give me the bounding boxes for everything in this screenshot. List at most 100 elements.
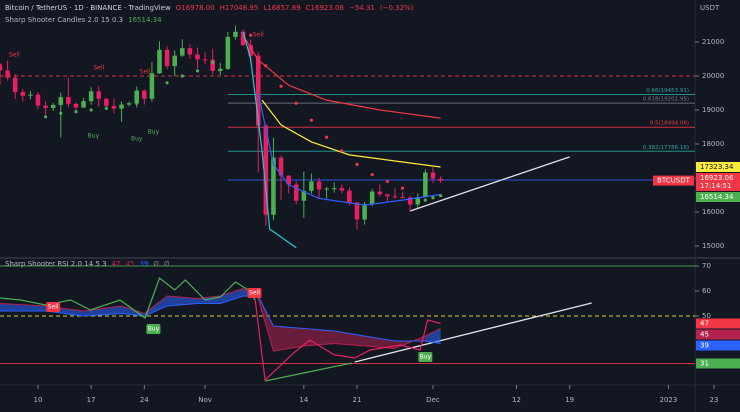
signal-label: Sell	[48, 304, 59, 311]
ohlc-value: (−0.32%)	[380, 4, 414, 12]
candle-body	[354, 202, 360, 220]
candle-body	[202, 59, 208, 61]
candle-body	[415, 197, 421, 205]
band-fill	[425, 328, 441, 344]
candle-body	[50, 104, 56, 108]
candle-body	[278, 157, 284, 176]
candle-body	[210, 59, 215, 71]
trail-dot	[135, 101, 139, 105]
signal-box	[146, 324, 161, 334]
x-tick-label: Dec	[426, 396, 440, 404]
indicator-value: Ø	[164, 260, 170, 268]
signal-label: Buy	[148, 129, 160, 136]
trend-line	[409, 156, 570, 212]
trail-dot	[43, 115, 48, 119]
candle-body	[126, 103, 132, 105]
candle-body	[255, 55, 261, 126]
trail-dot	[104, 106, 108, 110]
trail-dot	[309, 118, 314, 122]
band-fill	[167, 296, 198, 306]
x-tick-label: Nov	[198, 396, 212, 404]
chart-title: Bitcoin / TetherUS · 1D · BINANCE · Trad…	[5, 4, 171, 12]
candle-body	[309, 181, 314, 191]
signal-label: Sell	[253, 31, 264, 38]
signal-box	[247, 288, 262, 298]
level-label: 0.382(17786.16)	[643, 145, 689, 151]
indicator-value: 45	[125, 260, 134, 268]
y-tick-label: 18000	[702, 140, 724, 148]
signal-label: Buy	[88, 132, 100, 139]
candle-body	[286, 175, 291, 185]
trail-dot	[150, 91, 154, 95]
indicator-line	[257, 92, 441, 206]
axis-value-label: 16923.06	[700, 174, 734, 182]
trail-dot	[89, 108, 93, 112]
candle-body	[240, 31, 246, 46]
indicator-line	[261, 99, 441, 168]
indicator-line	[242, 31, 297, 249]
candle-body	[430, 172, 436, 179]
trail-dot	[264, 64, 268, 68]
level-label: 0.618(19201.95)	[643, 97, 689, 103]
candle-body	[12, 77, 18, 92]
axis-value-label: 16514.34	[700, 193, 734, 201]
candle-body	[316, 181, 322, 190]
level-label: 0.5(18494.06)	[650, 121, 689, 127]
candle-body	[331, 188, 337, 190]
candle-body	[293, 184, 299, 201]
axis-value-label: 31	[700, 360, 709, 368]
candle-body	[233, 31, 238, 37]
trail-dot	[165, 81, 169, 85]
trail-dot	[400, 186, 405, 190]
axis-value-label: 39	[700, 342, 709, 350]
trail-dot	[423, 198, 427, 202]
trail-dot	[355, 162, 359, 166]
indicator-value: 16514.34	[128, 16, 162, 24]
axis-value-box	[696, 358, 740, 369]
x-tick-label: 14	[299, 396, 308, 404]
ohlc-value: C16923.06	[306, 4, 345, 12]
candle-body	[187, 48, 193, 55]
candle-body	[172, 55, 177, 67]
trail-dot	[211, 60, 215, 64]
candle-body	[407, 197, 413, 205]
axis-value-box	[696, 192, 740, 203]
candle-body	[324, 188, 329, 190]
candle-body	[20, 91, 26, 96]
trail-dot	[195, 69, 200, 73]
axis-value-label: 17323.34	[700, 163, 734, 171]
candle-body	[134, 90, 139, 104]
candle-body	[263, 125, 269, 215]
currency: USDT	[700, 4, 720, 12]
trail-dot	[226, 50, 230, 54]
axis-value-box	[696, 173, 740, 192]
candle-body	[423, 172, 428, 198]
rsi-line	[254, 299, 441, 382]
y-tick-label: 50	[702, 312, 711, 320]
signal-box	[418, 352, 433, 362]
band-line	[0, 287, 441, 352]
candle-body	[28, 94, 33, 96]
candle-body	[392, 196, 398, 198]
signal-label: Buy	[131, 135, 143, 142]
candle-body	[362, 204, 367, 220]
indicator-line	[242, 34, 441, 119]
x-tick-label: 21	[353, 396, 362, 404]
trail-dot	[59, 111, 63, 115]
indicator-title: Sharp Shooter Candles 2.0 15 0.3	[5, 16, 123, 24]
indicator-title: Sharp Shooter RSI 2.0 14 5 3	[5, 260, 107, 268]
signal-label: Sell	[249, 290, 260, 297]
axis-value-box	[696, 329, 740, 340]
ohlc-value: O16978.00	[176, 4, 215, 12]
band-line	[0, 295, 441, 344]
candle-body	[217, 68, 223, 71]
trail-dot	[119, 104, 124, 109]
trail-dot	[279, 84, 283, 88]
level-label: 0.66(19453.91)	[646, 88, 689, 94]
countdown-label: 17:14:51	[700, 182, 731, 190]
candle-body	[96, 91, 102, 99]
candle-body	[248, 45, 253, 56]
candle-body	[111, 105, 117, 109]
x-tick-label: 23	[710, 396, 719, 404]
